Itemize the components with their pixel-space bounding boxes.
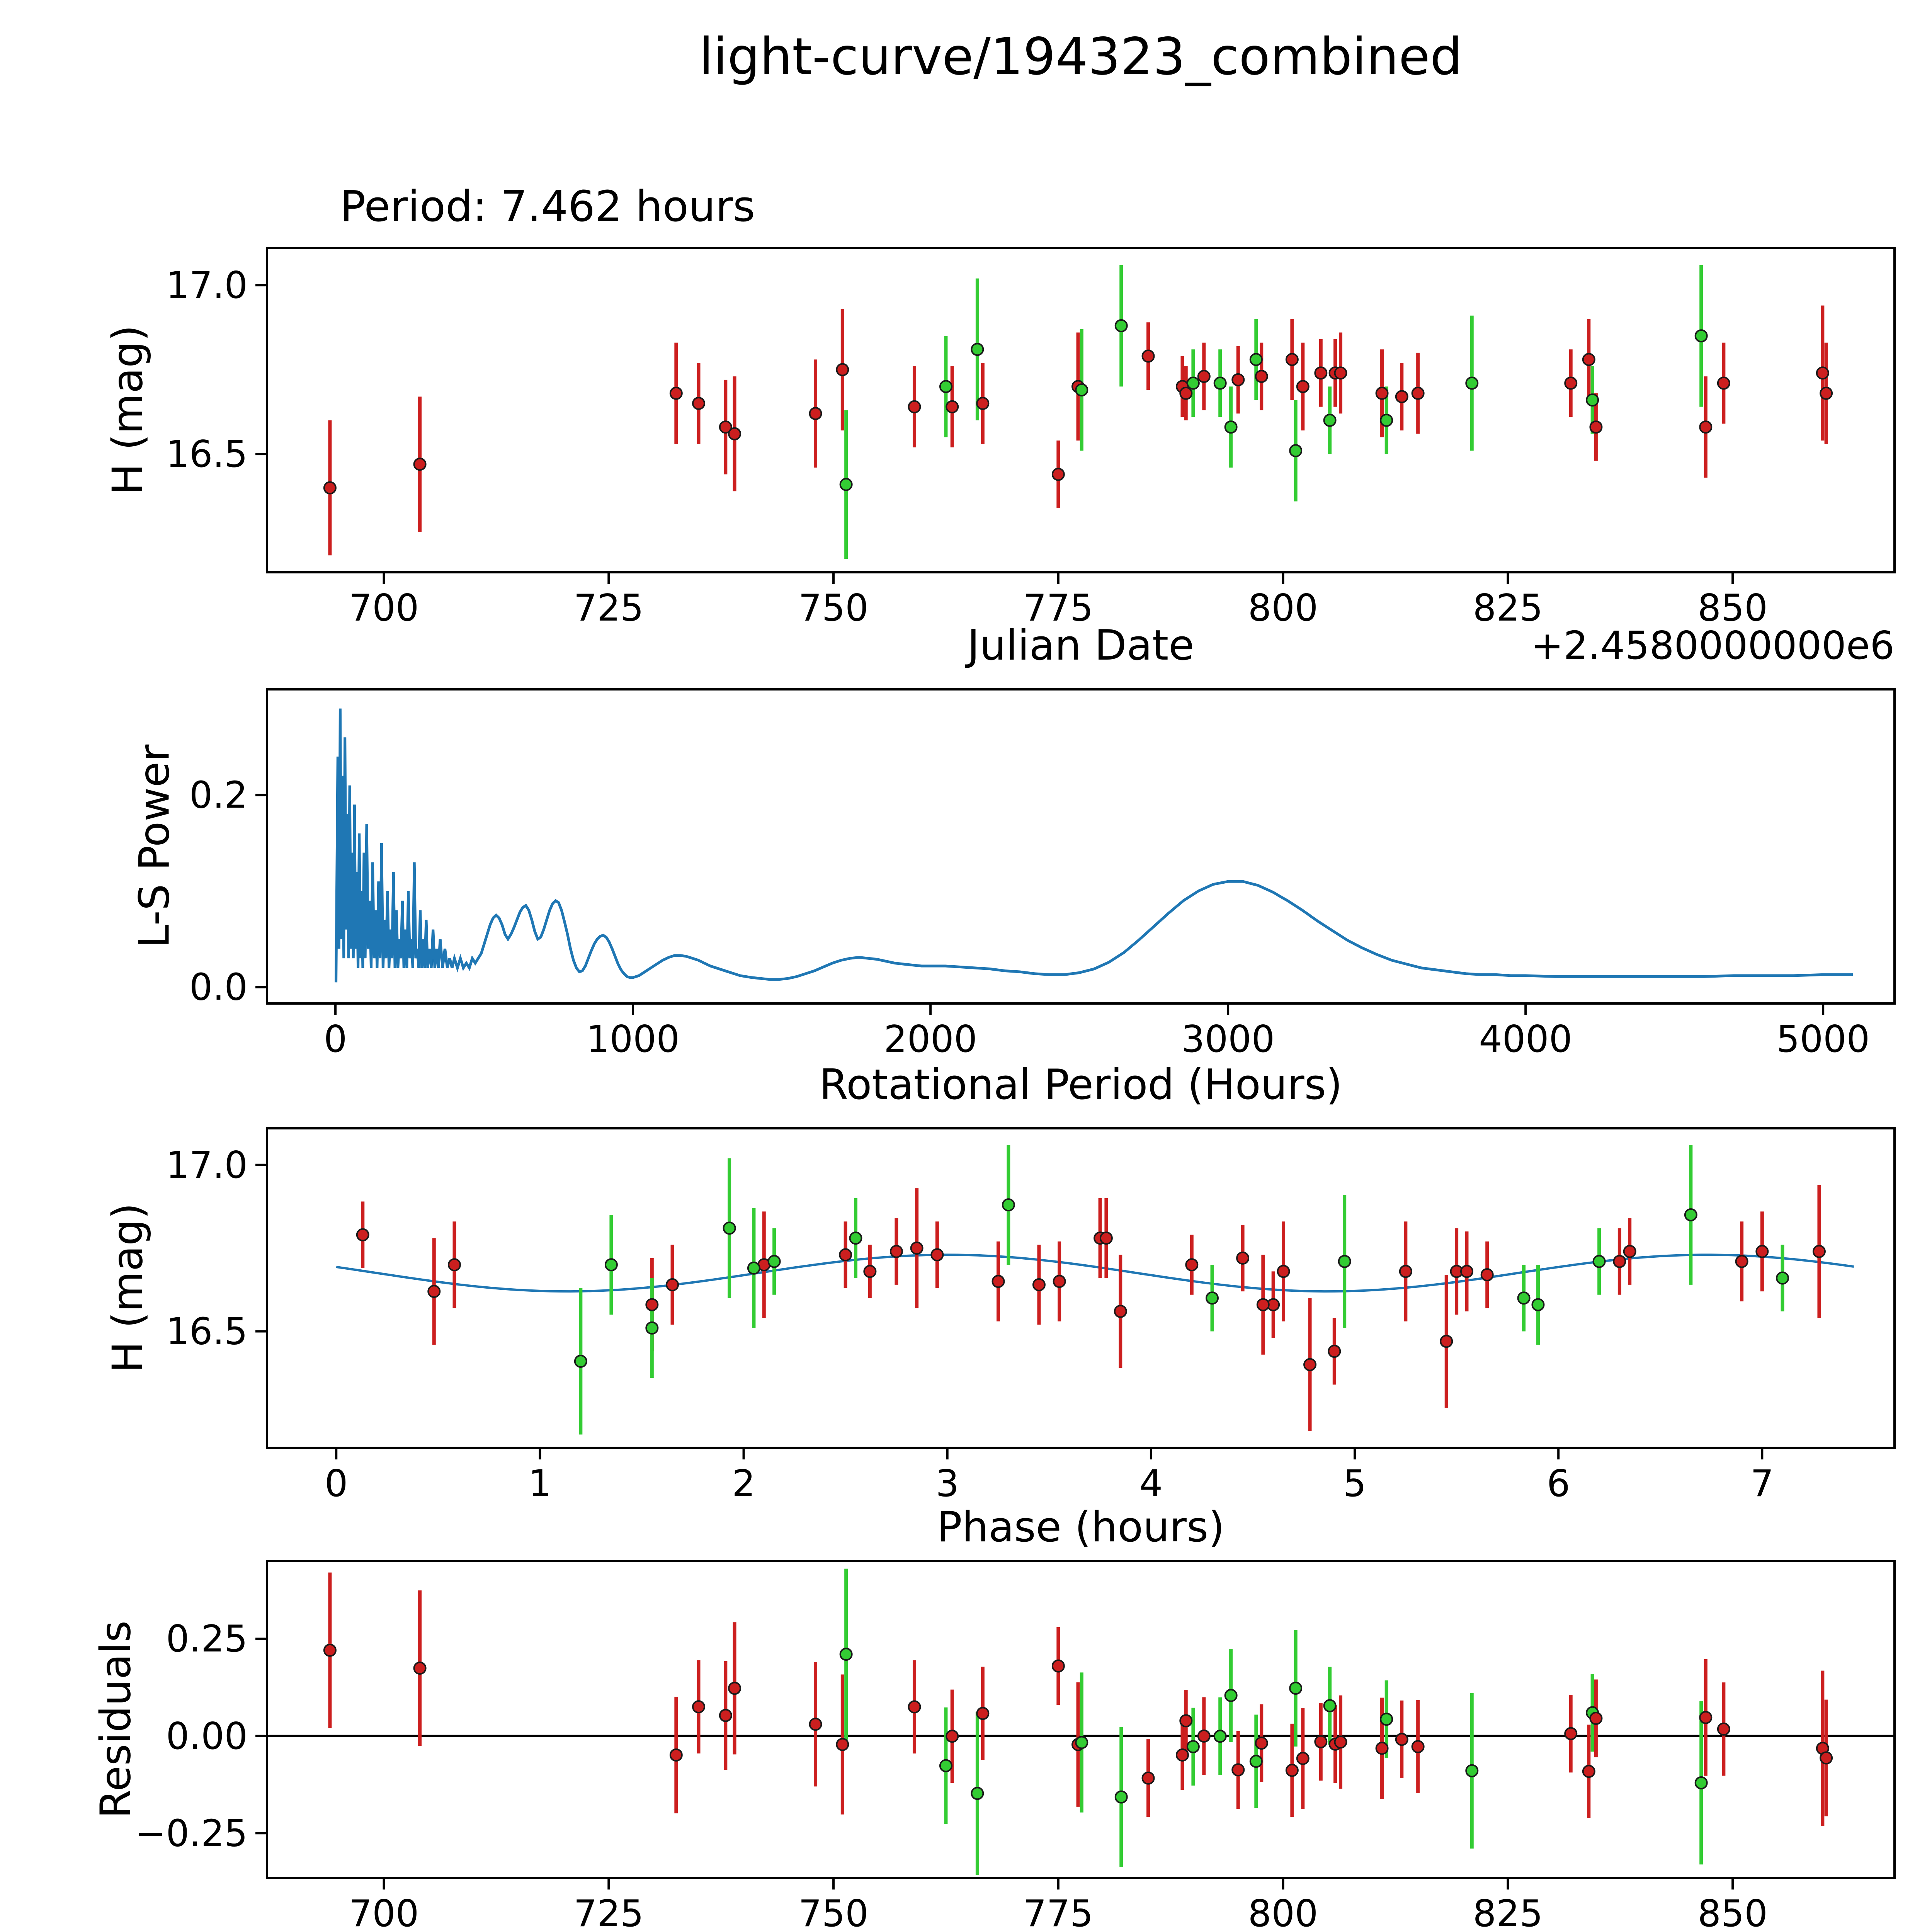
- lightcurve-xtick: 800: [1248, 587, 1318, 629]
- phase-fit-curve: [336, 1253, 1854, 1293]
- lightcurve-xtick: 825: [1473, 587, 1543, 629]
- figure-title: light-curve/194323_combined: [699, 27, 1463, 87]
- phase-xtick: 0: [325, 1463, 348, 1505]
- phase-xtick: 1: [528, 1463, 551, 1505]
- phase-xtick: 2: [732, 1463, 755, 1505]
- periodogram-line: [335, 708, 1853, 983]
- residuals-xtick: 825: [1473, 1893, 1543, 1932]
- panel-lightcurve: [323, 265, 1833, 559]
- xlabel-rotational-period: Rotational Period (Hours): [819, 1061, 1342, 1109]
- xlabel-julian-date-top: Julian Date: [967, 621, 1194, 670]
- ylabel-residuals: Residuals: [92, 1620, 140, 1819]
- lightcurve-axes: 700 725 750 775 800 825 850 17.0 16.5: [166, 247, 1896, 629]
- x-offset-text-top: +2.4580000000e6: [1531, 623, 1895, 668]
- phase-xtick: 4: [1139, 1463, 1163, 1505]
- lightcurve-xtick: 700: [349, 587, 419, 629]
- residuals-ytick: 0.25: [166, 1618, 248, 1660]
- periodogram-xtick: 5000: [1776, 1018, 1870, 1061]
- periodogram-xtick: 0: [324, 1018, 347, 1061]
- periodogram-xtick: 3000: [1181, 1018, 1275, 1061]
- residuals-xtick: 775: [1023, 1893, 1093, 1932]
- lightcurve-ytick: 17.0: [166, 264, 248, 307]
- lightcurve-ytick: 16.5: [166, 433, 248, 476]
- periodogram-xtick: 1000: [586, 1018, 680, 1061]
- residuals-xtick: 725: [574, 1893, 644, 1932]
- lightcurve-xtick: 850: [1697, 587, 1767, 629]
- residuals-xtick: 700: [349, 1893, 419, 1932]
- residuals-ytick: −0.25: [135, 1812, 248, 1855]
- lightcurve-xtick: 750: [798, 587, 868, 629]
- ylabel-h-mag-phase: H (mag): [104, 1203, 152, 1373]
- panel-phase: [336, 1145, 1854, 1435]
- phase-xtick: 3: [935, 1463, 959, 1505]
- phase-ytick: 17.0: [166, 1144, 248, 1187]
- residuals-ytick: 0.00: [166, 1715, 248, 1758]
- periodogram-ytick: 0.0: [189, 966, 248, 1009]
- residuals-xtick: 850: [1697, 1893, 1767, 1932]
- phase-axes: 0 1 2 3 4 5 6 7 17.0 16.5: [166, 1127, 1896, 1505]
- residuals-axes: 700 725 750 775 800 825 850 0.25 0.00 −0.25: [135, 1560, 1896, 1932]
- residuals-xtick: 750: [798, 1893, 868, 1932]
- periodogram-xtick: 4000: [1479, 1018, 1572, 1061]
- periodogram-ytick: 0.2: [189, 774, 248, 816]
- ylabel-ls-power: L-S Power: [130, 744, 179, 948]
- xlabel-phase-hours: Phase (hours): [937, 1503, 1225, 1551]
- period-annotation: Period: 7.462 hours: [340, 182, 755, 231]
- phase-ytick: 16.5: [166, 1310, 248, 1353]
- lightcurve-xtick: 775: [1023, 587, 1093, 629]
- phase-xtick: 5: [1343, 1463, 1366, 1505]
- panel-periodogram: [335, 708, 1853, 983]
- periodogram-axes: 0 1000 2000 3000 4000 5000 0.0 0.2: [189, 688, 1896, 1061]
- residuals-xtick: 800: [1248, 1893, 1318, 1932]
- lightcurve-xtick: 725: [574, 587, 644, 629]
- periodogram-xtick: 2000: [884, 1018, 977, 1061]
- panel-residuals: [267, 1568, 1895, 1875]
- phase-xtick: 6: [1547, 1463, 1570, 1505]
- ylabel-h-mag-top: H (mag): [104, 325, 152, 495]
- phase-xtick: 7: [1750, 1463, 1774, 1505]
